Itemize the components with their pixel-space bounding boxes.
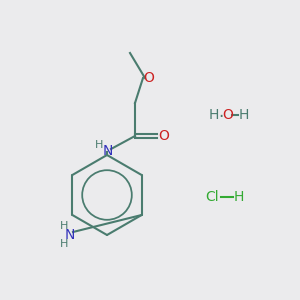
Text: ·: · [218, 108, 224, 126]
Text: O: O [159, 129, 170, 143]
Text: H: H [209, 108, 219, 122]
Text: N: N [103, 144, 113, 158]
Text: H: H [95, 140, 103, 150]
Text: H: H [60, 221, 68, 231]
Text: O: O [223, 108, 233, 122]
Text: H: H [60, 239, 68, 249]
Text: H: H [234, 190, 244, 204]
Text: Cl: Cl [205, 190, 219, 204]
Text: H: H [239, 108, 249, 122]
Text: O: O [144, 71, 154, 85]
Text: N: N [65, 228, 75, 242]
